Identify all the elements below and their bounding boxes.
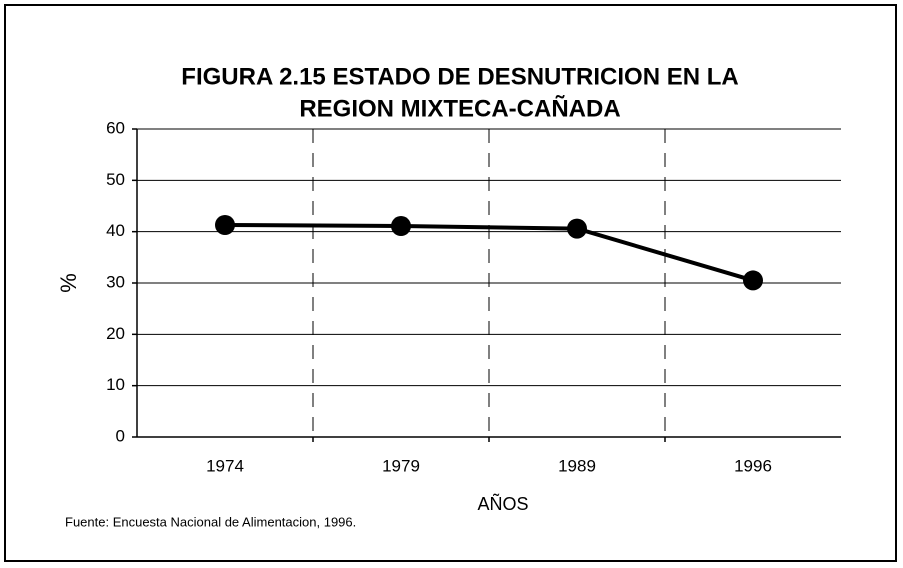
- x-tick-label: 1974: [206, 456, 244, 475]
- y-axis-label: %: [56, 273, 81, 293]
- data-point: [215, 214, 235, 235]
- x-axis-label: AÑOS: [477, 493, 528, 514]
- y-tick-label: 10: [106, 375, 125, 394]
- x-tick-label: 1989: [558, 456, 596, 475]
- y-tick-label: 60: [106, 118, 125, 137]
- data-point: [391, 216, 411, 237]
- chart-title: REGION MIXTECA-CAÑADA: [299, 94, 620, 122]
- x-tick-label: 1979: [382, 456, 420, 475]
- data-point: [743, 270, 763, 291]
- chart-title: FIGURA 2.15 ESTADO DE DESNUTRICION EN LA: [181, 63, 738, 90]
- y-tick-label: 30: [106, 272, 125, 291]
- x-tick-label: 1996: [734, 456, 772, 475]
- y-tick-label: 20: [106, 324, 125, 343]
- y-tick-label: 50: [106, 170, 125, 189]
- series-line: [224, 222, 754, 283]
- y-tick-label: 40: [106, 221, 125, 240]
- y-tick-label: 0: [116, 426, 125, 445]
- data-point: [567, 218, 587, 239]
- source-note: Fuente: Encuesta Nacional de Alimentacio…: [65, 514, 356, 529]
